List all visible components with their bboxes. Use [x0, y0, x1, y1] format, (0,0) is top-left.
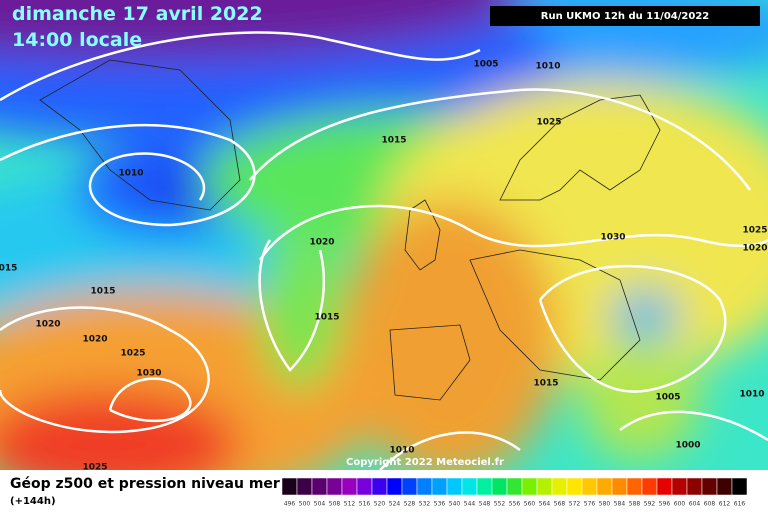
- colorbar-label: 588: [629, 501, 641, 508]
- isobar-label: 1020: [82, 335, 107, 345]
- colorbar-swatch: [731, 477, 748, 496]
- colorbar-swatch: [581, 477, 598, 496]
- colorbar-swatch: [506, 477, 523, 496]
- run-info: Run UKMO 12h du 11/04/2022: [541, 11, 710, 22]
- colorbar-label: 512: [344, 501, 356, 508]
- footer-lead: (+144h): [10, 496, 56, 507]
- map-time: 14:00 locale: [12, 29, 142, 51]
- colorbar-label: 556: [509, 501, 521, 508]
- colorbar-label: 576: [584, 501, 596, 508]
- copyright: Copyright 2022 Meteociel.fr: [346, 457, 504, 468]
- isobar-label: 1030: [136, 369, 161, 379]
- isobar-label: 1025: [82, 463, 107, 473]
- colorbar-swatch: [671, 477, 688, 496]
- isobar-label: 1025: [536, 118, 561, 128]
- isobar-label: 1015: [90, 287, 115, 297]
- colorbar-label: 532: [419, 501, 431, 508]
- isobar-label: 1010: [118, 169, 143, 179]
- colorbar-label: 508: [329, 501, 341, 508]
- colorbar-swatch: [371, 477, 388, 496]
- colorbar-swatch: [401, 477, 418, 496]
- isobar-label: 1000: [675, 441, 700, 451]
- isobar-label: 015: [0, 264, 17, 274]
- colorbar-label: 540: [449, 501, 461, 508]
- isobar-label: 1025: [120, 349, 145, 359]
- colorbar-swatch: [491, 477, 508, 496]
- colorbar-label: 528: [404, 501, 416, 508]
- isobar-label: 1020: [742, 244, 767, 254]
- colorbar-label: 524: [389, 501, 401, 508]
- colorbar-swatch: [461, 477, 478, 496]
- colorbar-swatch: [446, 477, 463, 496]
- colorbar-swatch: [686, 477, 703, 496]
- isobar-label: 1015: [533, 379, 558, 389]
- colorbar-swatch: [566, 477, 583, 496]
- colorbar-swatch: [536, 477, 553, 496]
- colorbar-label: 604: [689, 501, 701, 508]
- colorbar-label: 500: [299, 501, 311, 508]
- map-title: dimanche 17 avril 2022: [12, 3, 263, 25]
- colorbar-label: 560: [524, 501, 536, 508]
- colorbar-swatch: [701, 477, 718, 496]
- colorbar-swatch: [551, 477, 568, 496]
- isobar-label: 1010: [535, 62, 560, 72]
- colorbar-label: 572: [569, 501, 581, 508]
- colorbar-label: 600: [674, 501, 686, 508]
- colorbar-label: 608: [704, 501, 716, 508]
- isobar-label: 1020: [35, 320, 60, 330]
- isobar-label: 1015: [381, 136, 406, 146]
- colorbar-swatch: [386, 477, 403, 496]
- colorbar-swatch: [326, 477, 343, 496]
- run-box: [490, 6, 760, 26]
- isobar-label: 1005: [473, 60, 498, 70]
- colorbar-swatch: [611, 477, 628, 496]
- colorbar-swatch: [716, 477, 733, 496]
- colorbar-label: 616: [734, 501, 746, 508]
- isobar-label: 1015: [314, 313, 339, 323]
- colorbar-label: 496: [284, 501, 296, 508]
- isobar-label: 1030: [600, 233, 625, 243]
- colorbar-swatch: [641, 477, 658, 496]
- colorbar-label: 548: [479, 501, 491, 508]
- colorbar-swatch: [356, 477, 373, 496]
- isobar-label: 1020: [309, 238, 334, 248]
- colorbar-swatch: [596, 477, 613, 496]
- colorbar-swatch: [341, 477, 358, 496]
- colorbar-label: 564: [539, 501, 551, 508]
- colorbar-label: 536: [434, 501, 446, 508]
- colorbar-swatch: [296, 477, 313, 496]
- colorbar-label: 612: [719, 501, 731, 508]
- colorbar-label: 516: [359, 501, 371, 508]
- colorbar-label: 544: [464, 501, 476, 508]
- colorbar-label: 504: [314, 501, 326, 508]
- footer-title: Géop z500 et pression niveau mer: [10, 476, 280, 492]
- isobar-label: 1025: [742, 226, 767, 236]
- isobar-label: 1010: [739, 390, 764, 400]
- isobar-label: 1005: [655, 393, 680, 403]
- colorbar-swatch: [281, 477, 298, 496]
- colorbar-swatch: [311, 477, 328, 496]
- colorbar-swatch: [416, 477, 433, 496]
- colorbar-swatch: [476, 477, 493, 496]
- colorbar-label: 552: [494, 501, 506, 508]
- colorbar-label: 568: [554, 501, 566, 508]
- colorbar-swatch: [431, 477, 448, 496]
- colorbar-swatch: [626, 477, 643, 496]
- colorbar-swatch: [656, 477, 673, 496]
- colorbar-swatch: [521, 477, 538, 496]
- isobar-label: 1010: [389, 446, 414, 456]
- colorbar-label: 592: [644, 501, 656, 508]
- colorbar-label: 580: [599, 501, 611, 508]
- colorbar-label: 596: [659, 501, 671, 508]
- colorbar-label: 584: [614, 501, 626, 508]
- colorbar-label: 520: [374, 501, 386, 508]
